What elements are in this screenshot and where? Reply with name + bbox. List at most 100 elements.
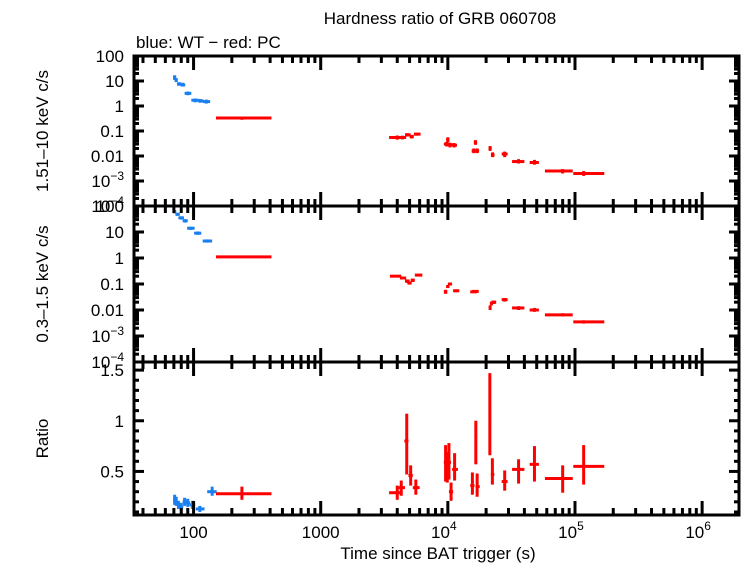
data-point [413, 132, 421, 136]
y-tick-label: 1.5 [100, 361, 124, 380]
x-tick-label-exponent: 5 [577, 519, 584, 533]
data-point [215, 486, 272, 500]
data-point [202, 99, 211, 104]
panel-ratio: 1.5 1 0.5 Ratio [33, 360, 741, 517]
data-point [191, 98, 199, 103]
y-axis-label-soft: 0.3–1.5 keV c/s [33, 225, 52, 342]
data-point [488, 146, 492, 151]
y-tick-label: 1 [115, 97, 124, 116]
series-wt-ratio [173, 486, 217, 512]
x-tick-label: 100 [179, 523, 207, 542]
data-point [475, 148, 480, 154]
data-point [184, 91, 192, 96]
data-point [174, 78, 178, 83]
data-point [501, 151, 508, 158]
y-tick-label: 0.01 [91, 147, 124, 166]
data-point [470, 472, 475, 495]
data-point [475, 473, 480, 497]
data-point [471, 148, 476, 154]
data-point [176, 82, 182, 86]
y-axis-label-hard: 1.51–10 keV c/s [33, 70, 52, 192]
y-tick-label: 10−3 [91, 169, 124, 191]
data-point [197, 99, 204, 103]
y-tick-label-exponent: −3 [110, 324, 124, 338]
data-point [389, 135, 402, 140]
data-point [446, 285, 450, 289]
y-tick-label-exponent: −3 [110, 169, 124, 183]
data-point [185, 498, 191, 507]
data-point [501, 470, 508, 491]
data-point [180, 82, 186, 87]
data-point [399, 276, 407, 280]
data-point [215, 255, 272, 259]
series-pc-soft [215, 255, 605, 324]
data-point [404, 133, 411, 137]
data-point [414, 273, 423, 277]
y-tick-label: 1 [115, 412, 124, 431]
data-point [529, 159, 539, 165]
data-point [452, 143, 457, 148]
data-point [448, 482, 454, 501]
y-tick-label: 1 [115, 249, 124, 268]
y-tick-label: 0.5 [100, 462, 124, 481]
data-point [488, 373, 492, 456]
data-point [407, 281, 412, 285]
data-point [529, 307, 539, 312]
data-point [389, 274, 402, 278]
data-point [473, 140, 478, 145]
series-pc-hard [215, 116, 605, 176]
x-tick-label: 106 [685, 519, 711, 542]
data-point [490, 152, 495, 158]
data-point [544, 169, 573, 174]
data-point [404, 413, 409, 475]
x-tick-label-exponent: 6 [704, 519, 711, 533]
data-point [512, 306, 525, 310]
x-tick-label: 1000 [302, 523, 340, 542]
data-point [447, 282, 453, 286]
data-point [389, 485, 402, 500]
y-tick-label: 0.1 [100, 275, 124, 294]
data-point [215, 116, 272, 120]
data-point [207, 486, 217, 496]
data-point [491, 300, 497, 305]
y-tick-label: 100 [96, 47, 124, 66]
chart-title: Hardness ratio of GRB 060708 [324, 9, 556, 28]
y-tick-label-exponent: −4 [110, 194, 124, 208]
data-point [544, 313, 573, 317]
data-point [175, 212, 180, 216]
data-point [178, 216, 184, 220]
y-tick-label: 0.1 [100, 122, 124, 141]
data-point [453, 289, 460, 293]
data-point [187, 226, 195, 230]
y-axis-label-ratio: Ratio [33, 419, 52, 459]
x-tick-labels: 100 1000 104 105 106 [179, 519, 711, 542]
data-point [398, 480, 405, 496]
x-tick-label: 104 [431, 519, 457, 542]
y-tick-label: 0.01 [91, 301, 124, 320]
data-point [446, 137, 450, 143]
panel-frame [132, 360, 741, 517]
data-point [399, 135, 407, 140]
panel-frame [132, 54, 741, 208]
data-point [410, 278, 415, 282]
data-point [452, 453, 458, 481]
series-wt-hard [173, 75, 211, 104]
series-pc-ratio [215, 373, 605, 501]
data-point [512, 159, 525, 164]
data-point [573, 445, 605, 485]
data-point [443, 289, 448, 294]
x-tick-label: 105 [558, 519, 584, 542]
data-point [447, 443, 452, 480]
data-point [501, 297, 508, 302]
data-point [194, 231, 202, 235]
data-point [182, 219, 188, 223]
x-axis-label: Time since BAT trigger (s) [340, 544, 535, 563]
y-tick-label-exponent: −4 [110, 350, 124, 364]
data-point [529, 446, 539, 482]
data-point [472, 289, 479, 293]
chart-subtitle: blue: WT − red: PC [136, 33, 281, 52]
data-point [474, 420, 478, 465]
